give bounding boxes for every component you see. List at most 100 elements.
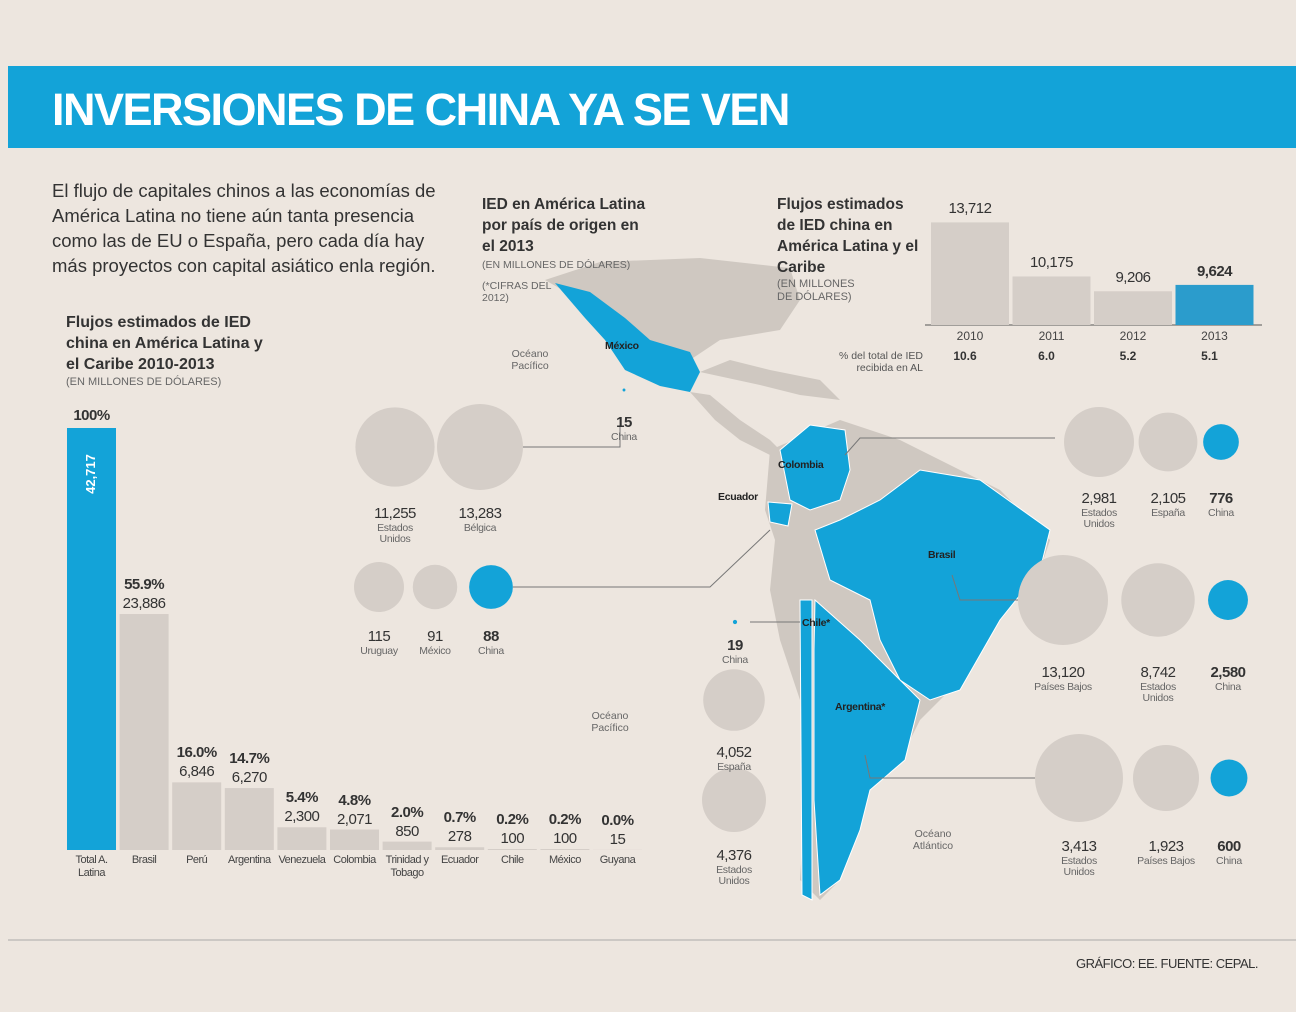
chart-subtitle: (EN MILLONES DE DÓLARES) [777,278,855,303]
x-tick-label: Argentina [228,854,271,866]
value-label: 100 [500,830,525,847]
value-label: 4,052 [716,744,752,761]
share-label: 14.7% [229,750,270,768]
bubble [1121,563,1195,637]
x-tick-label: Venezuela [278,854,326,866]
bubble [1208,580,1248,620]
connectors [513,425,1055,779]
bubble [703,669,765,731]
country-label: Brasil [928,549,956,561]
value-label: 1,923 [1148,838,1184,855]
value-label: 11,255 [374,505,416,522]
country-label: Chile* [802,617,830,629]
value-label: 9,624 [1196,262,1233,280]
x-tick-label: México [548,854,581,866]
share-label: 5.1 [1201,349,1218,363]
bubble [1138,412,1198,472]
name-label: China [1215,681,1241,693]
bar [382,841,432,850]
name-label: China [722,654,748,666]
source: GRÁFICO: EE. FUENTE: CEPAL. [1075,956,1259,971]
x-tick-label: 2013 [1201,329,1228,343]
bar [1175,284,1254,325]
chart-subtitle: (EN MILLONES DE DÓLARES) [66,376,222,388]
value-label: 88 [483,628,499,645]
bubble [702,768,766,832]
value-label: 23,886 [122,595,166,613]
value-label: 600 [1217,838,1241,855]
connector [513,529,771,588]
bubble [354,562,404,612]
colombia-shape [779,424,851,511]
value-label: 6,270 [231,769,268,787]
intro: El flujo de capitales chinos a las econo… [52,180,436,276]
bubble [355,407,435,487]
value-label: 91 [427,628,443,645]
bubble [1018,555,1108,645]
connector [844,437,1055,456]
x-tick-label: 2010 [956,329,984,343]
bubble [437,404,523,490]
bubble [1035,734,1123,822]
bar [224,788,274,850]
name-label: Uruguay [360,645,398,657]
share-label: 100% [73,407,110,424]
country-label: México [605,340,639,352]
share-label: 55.9% [124,576,165,594]
share-label: 0.7% [443,809,477,827]
country-label: Ecuador [718,491,758,503]
name-label: China [1216,855,1242,867]
caribbean [700,360,840,400]
share-label: 10.6 [953,349,977,363]
bar [277,827,327,850]
ocean-label: Océano Atlántico [912,828,954,853]
central-america [690,392,780,455]
value-label: 3,413 [1061,838,1097,855]
value-label: 115 [367,628,391,645]
bar [67,428,116,850]
value-label: 850 [395,822,419,840]
value-label: 9,206 [1115,269,1151,287]
bubble [1064,407,1134,477]
share-label: 5.2 [1119,349,1137,363]
value-label: 100 [553,830,577,847]
bar [119,614,169,850]
connector [951,574,1018,601]
country-label: Argentina* [835,701,886,713]
value-label: 2,300 [284,808,320,826]
bubble [412,564,458,610]
bubble [1203,424,1239,460]
value-label: 4,376 [716,847,752,864]
bar [487,849,537,850]
value-label: 13,120 [1041,664,1085,681]
bar [540,849,590,850]
bubble [1132,744,1200,812]
chart-title: Flujos estimados de IED china en América… [777,196,919,276]
connector [520,425,621,448]
x-tick-label: Perú [186,854,208,866]
value-label: 15 [616,414,632,431]
x-tick-label: 2012 [1119,329,1147,343]
chart-title: IED en América Latina por país de origen… [482,196,646,255]
value-label: 278 [447,828,472,846]
x-tick-label: 2011 [1038,329,1065,343]
brasil-shape [814,469,1051,701]
value-label: 13,283 [458,505,502,522]
chile-shape [799,599,813,901]
chart-note: (*CIFRAS DEL 2012) [482,280,552,305]
bar [931,222,1009,325]
share-label: 0.2% [496,811,529,828]
value-label: 15 [609,830,626,848]
value-label: 19 [727,637,743,654]
name-label: China [478,645,504,657]
x-tick-label: Guyana [599,854,636,866]
x-tick-label: Brasil [131,854,157,866]
x-tick-label: Colombia [333,854,376,866]
connector [864,754,1035,779]
share-label: 5.4% [285,789,319,807]
value-label: 10,175 [1030,254,1073,272]
map [545,258,1051,901]
value-label: 2,580 [1210,664,1246,681]
